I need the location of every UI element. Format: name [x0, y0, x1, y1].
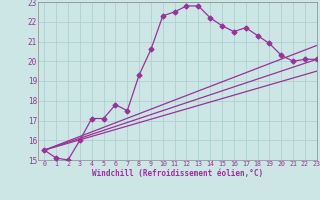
X-axis label: Windchill (Refroidissement éolien,°C): Windchill (Refroidissement éolien,°C)	[92, 169, 263, 178]
